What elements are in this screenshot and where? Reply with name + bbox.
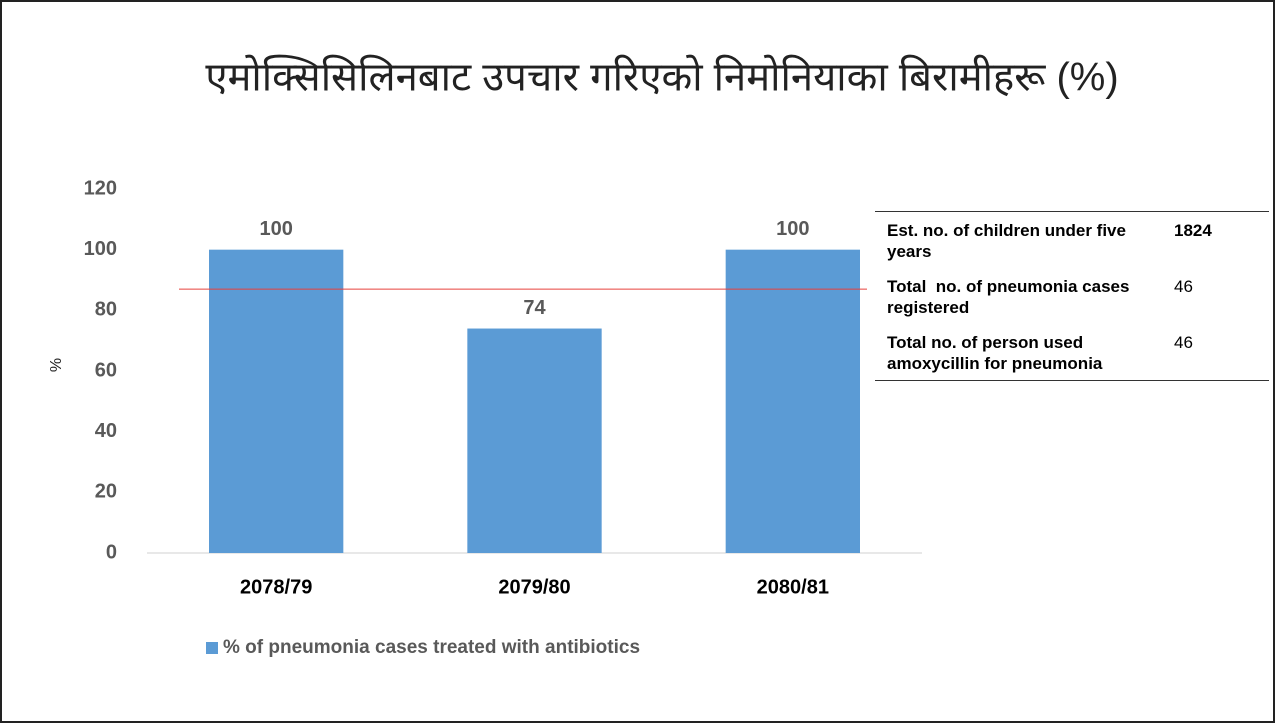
bar: [467, 328, 602, 553]
y-axis-label: %: [48, 358, 65, 372]
chart-title: एमोक्सिसिलिनबाट उपचार गरिएको निमोनियाका …: [205, 55, 1118, 100]
x-tick-label: 2078/79: [240, 576, 312, 598]
bar: [209, 249, 344, 553]
row-label: Total no. of pneumonia cases registered: [887, 277, 1135, 317]
legend-swatch: [206, 642, 218, 654]
data-label: 100: [776, 218, 809, 240]
y-tick-label: 60: [95, 359, 117, 381]
table-row: Est. no. of children under five years 182…: [875, 212, 1269, 269]
x-tick-label: 2080/81: [757, 576, 829, 598]
info-table: Est. no. of children under five years 182…: [875, 211, 1269, 381]
table-row: Total no. of pneumonia cases registered 4…: [875, 268, 1269, 324]
legend-label: % of pneumonia cases treated with antibi…: [223, 637, 640, 658]
y-tick-label: 100: [84, 238, 117, 260]
row-label: Est. no. of children under five years: [887, 221, 1131, 261]
data-label: 100: [259, 218, 292, 240]
row-label: Total no. of person used amoxycillin for…: [887, 333, 1103, 373]
x-tick-label: 2079/80: [498, 576, 570, 598]
y-tick-label: 40: [95, 420, 117, 442]
row-value: 46: [1174, 333, 1193, 352]
y-tick-label: 120: [84, 177, 117, 199]
y-tick-label: 80: [95, 299, 117, 321]
row-value: 1824: [1174, 221, 1212, 240]
table-row: Total no. of person used amoxycillin for…: [875, 324, 1269, 381]
y-tick-label: 20: [95, 481, 117, 503]
data-label: 74: [523, 297, 546, 319]
bar: [725, 249, 860, 553]
y-tick-label: 0: [106, 541, 117, 563]
row-value: 46: [1174, 277, 1193, 296]
